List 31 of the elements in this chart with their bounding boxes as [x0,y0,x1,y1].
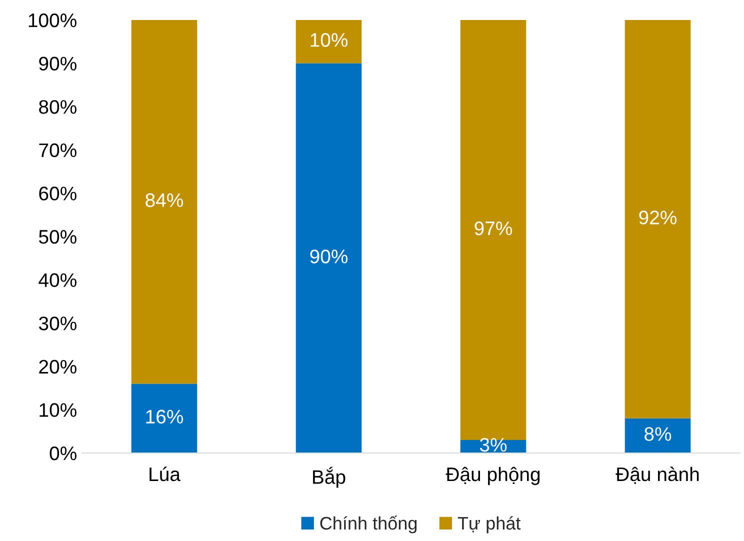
y-tick-label: 90% [39,56,76,71]
data-label: 92% [639,210,677,224]
x-tick-label: Bắp [313,466,346,488]
data-label: 90% [310,250,348,264]
legend-label: Tự phát [458,516,521,534]
legend-label: Chính thống [320,516,417,534]
x-tick-label: Đậu phộng [446,466,540,486]
y-tick-label: 50% [39,230,76,244]
bar [624,20,691,418]
y-tick-label: 10% [40,403,76,417]
x-tick-label: Lúa [150,466,180,482]
y-tick-label: 0% [50,446,76,460]
bar [296,63,362,453]
y-tick-label: 70% [39,143,76,158]
data-label: 8% [644,427,672,441]
data-label: 84% [146,193,184,208]
data-label: 16% [146,410,184,424]
bar [131,384,198,453]
y-tick-label: 30% [38,316,76,330]
data-label: 10% [310,33,348,47]
x-tick-label: Đậu nành [616,466,699,484]
y-tick-label: 60% [39,186,76,200]
bar [296,20,362,64]
bar [131,20,198,384]
data-label: 97% [474,221,512,236]
y-tick-label: 40% [38,273,76,288]
data-label: 3% [480,438,507,452]
y-tick-label: 20% [39,360,76,374]
y-tick-label: 80% [39,100,76,114]
bar [624,418,691,453]
y-tick-label: 100% [28,13,76,28]
